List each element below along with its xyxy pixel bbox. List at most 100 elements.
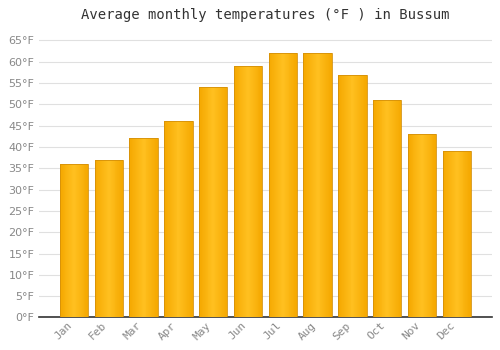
Bar	[234, 66, 262, 317]
Bar	[154, 139, 155, 317]
Bar	[254, 66, 256, 317]
Bar	[224, 88, 226, 317]
Bar	[452, 151, 453, 317]
Bar	[152, 139, 153, 317]
Bar	[358, 75, 359, 317]
Bar	[176, 121, 178, 317]
Bar	[449, 151, 450, 317]
Bar	[75, 164, 76, 317]
Bar	[453, 151, 454, 317]
Bar	[62, 164, 64, 317]
Bar	[182, 121, 183, 317]
Bar	[60, 164, 62, 317]
Bar	[178, 121, 180, 317]
Bar	[247, 66, 248, 317]
Bar	[208, 88, 210, 317]
Bar	[164, 121, 192, 317]
Bar	[76, 164, 77, 317]
Bar	[101, 160, 102, 317]
Bar	[446, 151, 448, 317]
Bar	[343, 75, 344, 317]
Bar	[109, 160, 110, 317]
Bar	[107, 160, 108, 317]
Bar	[419, 134, 420, 317]
Bar	[187, 121, 188, 317]
Bar	[456, 151, 457, 317]
Bar	[412, 134, 414, 317]
Bar	[331, 53, 332, 317]
Bar	[220, 88, 221, 317]
Bar	[384, 100, 386, 317]
Bar	[250, 66, 251, 317]
Bar	[357, 75, 358, 317]
Bar	[121, 160, 122, 317]
Bar	[330, 53, 331, 317]
Bar	[236, 66, 238, 317]
Bar	[395, 100, 396, 317]
Bar	[221, 88, 222, 317]
Bar	[283, 53, 284, 317]
Bar	[130, 139, 158, 317]
Bar	[309, 53, 310, 317]
Bar	[398, 100, 400, 317]
Bar	[377, 100, 378, 317]
Bar	[342, 75, 343, 317]
Bar	[315, 53, 316, 317]
Bar	[354, 75, 356, 317]
Bar	[94, 160, 96, 317]
Bar	[141, 139, 142, 317]
Bar	[245, 66, 246, 317]
Bar	[306, 53, 307, 317]
Bar	[68, 164, 70, 317]
Bar	[268, 53, 270, 317]
Bar	[134, 139, 135, 317]
Bar	[100, 160, 101, 317]
Bar	[418, 134, 419, 317]
Bar	[148, 139, 150, 317]
Bar	[281, 53, 282, 317]
Bar	[328, 53, 329, 317]
Bar	[251, 66, 252, 317]
Bar	[118, 160, 120, 317]
Bar	[114, 160, 116, 317]
Bar	[316, 53, 318, 317]
Bar	[79, 164, 80, 317]
Bar	[286, 53, 288, 317]
Bar	[249, 66, 250, 317]
Bar	[304, 53, 306, 317]
Bar	[171, 121, 172, 317]
Bar	[314, 53, 315, 317]
Bar	[218, 88, 219, 317]
Bar	[340, 75, 341, 317]
Bar	[341, 75, 342, 317]
Bar	[348, 75, 350, 317]
Bar	[390, 100, 391, 317]
Bar	[240, 66, 242, 317]
Bar	[215, 88, 216, 317]
Bar	[324, 53, 325, 317]
Bar	[170, 121, 171, 317]
Bar	[77, 164, 78, 317]
Bar	[378, 100, 380, 317]
Bar	[256, 66, 258, 317]
Bar	[362, 75, 363, 317]
Bar	[252, 66, 253, 317]
Bar	[234, 66, 236, 317]
Bar	[470, 151, 471, 317]
Bar	[102, 160, 103, 317]
Bar	[469, 151, 470, 317]
Bar	[139, 139, 140, 317]
Bar	[96, 160, 98, 317]
Bar	[311, 53, 312, 317]
Bar	[137, 139, 138, 317]
Bar	[165, 121, 166, 317]
Bar	[375, 100, 376, 317]
Bar	[146, 139, 148, 317]
Bar	[70, 164, 71, 317]
Bar	[450, 151, 451, 317]
Bar	[392, 100, 393, 317]
Bar	[310, 53, 311, 317]
Bar	[168, 121, 169, 317]
Bar	[206, 88, 208, 317]
Bar	[82, 164, 84, 317]
